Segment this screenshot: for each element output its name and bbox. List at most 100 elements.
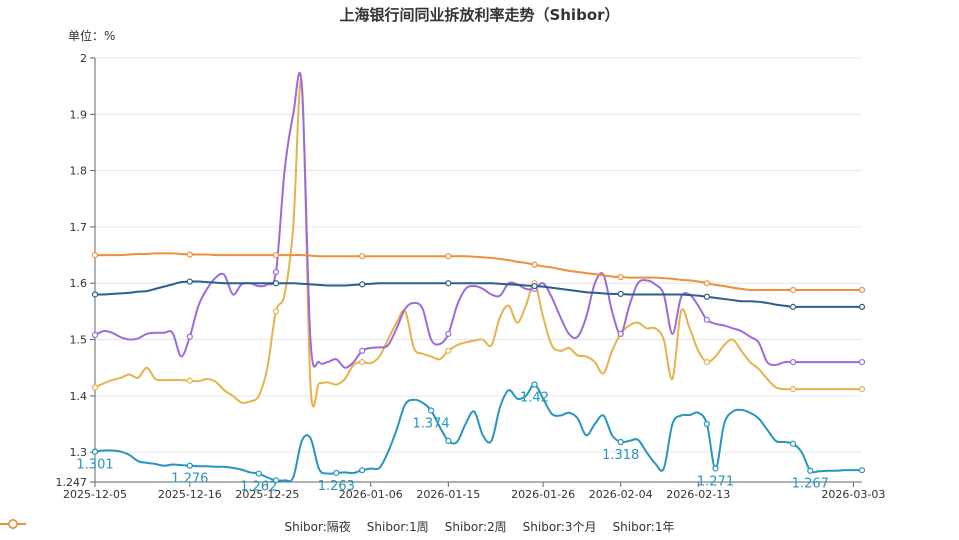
series-point-4 bbox=[703, 280, 710, 287]
series-point-0 bbox=[703, 420, 710, 428]
series-line-4 bbox=[95, 252, 862, 292]
series-line-3 bbox=[94, 280, 862, 308]
chart-title: 上海银行间同业拆放利率走势（Shibor） bbox=[339, 6, 620, 24]
series-point-1 bbox=[186, 377, 193, 384]
y-tick-label: 1.6 bbox=[70, 277, 88, 290]
legend-label: Shibor:隔夜 bbox=[284, 520, 351, 534]
y-tick-label: 1.9 bbox=[70, 108, 88, 121]
series-line-2 bbox=[94, 71, 862, 369]
series-point-1 bbox=[445, 347, 452, 354]
legend-item[interactable]: Shibor:1周 bbox=[0, 518, 429, 535]
series-point-2 bbox=[272, 268, 280, 276]
annotation-point bbox=[91, 448, 99, 455]
y-unit-label: 单位：% bbox=[68, 29, 116, 43]
annotation-point bbox=[333, 469, 340, 477]
annotation-point bbox=[617, 438, 624, 446]
series-point-2 bbox=[789, 358, 797, 366]
x-tick-label: 2026-02-04 bbox=[589, 488, 653, 501]
series-line-1 bbox=[94, 79, 862, 408]
series-point-4 bbox=[272, 251, 280, 259]
y-tick-label: 1.247 bbox=[56, 476, 88, 489]
y-tick-label: 1.8 bbox=[70, 165, 88, 178]
annotation-point bbox=[186, 462, 193, 469]
x-tick-label: 2026-01-26 bbox=[511, 488, 575, 501]
series-point-0 bbox=[359, 467, 366, 474]
data-label: 1.301 bbox=[76, 458, 113, 473]
legend-label: Shibor:3个月 bbox=[522, 520, 597, 534]
data-label: 1.318 bbox=[602, 448, 639, 463]
series-point-4 bbox=[91, 251, 99, 259]
x-tick-label: 2026-01-15 bbox=[416, 488, 480, 501]
y-tick-label: 1.3 bbox=[70, 446, 88, 459]
x-tick-label: 2026-01-06 bbox=[339, 488, 403, 501]
series-point-4 bbox=[531, 261, 538, 268]
series-point-2 bbox=[445, 330, 452, 338]
series-point-4 bbox=[359, 253, 366, 260]
data-label: 1.42 bbox=[520, 391, 549, 406]
x-tick-label: 2025-12-25 bbox=[235, 488, 299, 501]
series-point-3 bbox=[789, 303, 797, 310]
series-point-3 bbox=[359, 281, 366, 288]
series-point-0 bbox=[445, 437, 452, 444]
series-point-1 bbox=[789, 385, 797, 393]
data-label: 1.374 bbox=[412, 416, 449, 431]
legend-item[interactable]: Shibor:3个月 bbox=[0, 518, 597, 535]
annotation-point bbox=[807, 467, 814, 474]
data-label: 1.262 bbox=[240, 480, 277, 495]
legend-swatch bbox=[0, 519, 26, 529]
series-point-0 bbox=[272, 477, 280, 484]
annotation-point bbox=[255, 470, 262, 477]
annotation-point bbox=[712, 465, 719, 472]
x-tick-label: 2025-12-05 bbox=[63, 488, 127, 501]
series-point-4 bbox=[445, 253, 452, 260]
legend-item[interactable]: Shibor:隔夜 bbox=[0, 518, 351, 535]
series-point-1 bbox=[359, 358, 366, 366]
y-tick-label: 1.4 bbox=[70, 390, 88, 403]
series-point-3 bbox=[703, 293, 710, 300]
series-point-1 bbox=[91, 384, 99, 391]
annotation-point bbox=[531, 381, 538, 388]
chart-legend: Shibor:隔夜 Shibor:1周 Shibor:2周 Shibor:3个月 Shi… bbox=[0, 518, 959, 535]
series-point-2 bbox=[703, 316, 710, 323]
data-label: 1.263 bbox=[318, 479, 355, 494]
series-point-1 bbox=[703, 358, 710, 366]
y-tick-label: 1.7 bbox=[70, 221, 88, 234]
legend-label: Shibor:2周 bbox=[444, 520, 507, 534]
series-point-0 bbox=[789, 440, 797, 447]
series-point-2 bbox=[359, 347, 366, 354]
x-tick-label: 2025-12-16 bbox=[158, 488, 222, 501]
data-label: 1.267 bbox=[792, 477, 829, 492]
legend-label: Shibor:1年 bbox=[612, 520, 675, 534]
series-point-3 bbox=[531, 282, 538, 290]
series-point-2 bbox=[186, 333, 193, 340]
x-tick-label: 2026-02-13 bbox=[666, 488, 730, 501]
series-point-2 bbox=[858, 358, 866, 366]
series-point-2 bbox=[91, 331, 99, 339]
y-tick-label: 1.5 bbox=[70, 334, 88, 347]
x-tick-label: 2026-03-03 bbox=[821, 488, 885, 501]
series-point-1 bbox=[272, 308, 280, 315]
series-point-4 bbox=[186, 251, 193, 258]
legend-item[interactable]: Shibor:1年 bbox=[0, 518, 675, 535]
series-point-3 bbox=[272, 280, 280, 287]
series-point-3 bbox=[186, 278, 193, 285]
series-line-0 bbox=[94, 383, 862, 483]
series-point-0 bbox=[858, 467, 866, 474]
annotation-point bbox=[428, 407, 435, 414]
series-point-3 bbox=[617, 290, 624, 298]
series-point-3 bbox=[858, 303, 866, 310]
series-point-4 bbox=[789, 286, 797, 294]
series-point-3 bbox=[445, 280, 452, 287]
y-tick-label: 2 bbox=[80, 52, 87, 65]
data-label: 1.276 bbox=[171, 472, 208, 487]
series-point-1 bbox=[858, 385, 866, 393]
legend-label: Shibor:1周 bbox=[366, 520, 429, 534]
series-point-2 bbox=[617, 330, 624, 338]
series-point-4 bbox=[858, 286, 866, 294]
data-label: 1.271 bbox=[697, 474, 734, 489]
legend-item[interactable]: Shibor:2周 bbox=[0, 518, 507, 535]
series-point-4 bbox=[617, 273, 624, 281]
series-point-3 bbox=[91, 291, 99, 298]
